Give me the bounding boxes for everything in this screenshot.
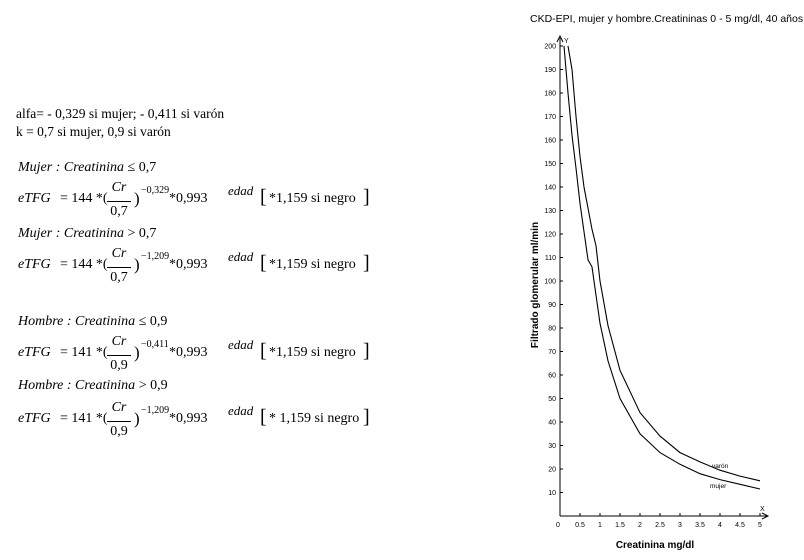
lhs: eTFG: [18, 257, 51, 272]
y-tick-label: 20: [548, 467, 556, 474]
y-axis-letter: Y: [564, 38, 569, 45]
y-tick-label: 50: [548, 396, 556, 403]
race-term: *1,159 si negro: [269, 257, 356, 272]
y-tick-label: 70: [548, 349, 556, 356]
x-tick-label: 1: [598, 522, 602, 529]
x-tick-label: 3.5: [695, 522, 705, 529]
y-tick-label: 110: [545, 255, 556, 262]
age-exponent: edad: [228, 183, 254, 198]
race-term: * 1,159 si negro: [269, 411, 360, 426]
x-tick-label: 2: [638, 522, 642, 529]
y-tick-label: 170: [544, 114, 556, 121]
y-tick-label: 150: [544, 161, 556, 168]
race-term: *1,159 si negro: [269, 191, 356, 206]
x-tick-label: 4: [718, 522, 722, 529]
y-tick-label: 190: [544, 67, 556, 74]
age-exponent: edad: [228, 403, 254, 418]
y-tick-label: 30: [548, 443, 556, 450]
y-tick-label: 80: [548, 326, 556, 333]
lhs: eTFG: [18, 345, 51, 360]
condition-hombre-low: Hombre : Creatinina ≤ 0,9: [18, 314, 168, 329]
lhs: eTFG: [18, 191, 51, 206]
y-axis-label: Filtrado glomerular ml/min: [530, 222, 541, 348]
x-axis-arrow: [761, 512, 770, 520]
series-label-mujer: mujer: [710, 483, 727, 490]
x-tick-label: 5: [758, 522, 762, 529]
formula-hombre-low: eTFG = 141 *( Cr 0,9 ) −0,411 *0,993 eda…: [18, 334, 370, 373]
exponent: −1,209: [141, 405, 170, 416]
k-definition: k = 0,7 si mujer, 0,9 si varón: [16, 124, 171, 139]
y-tick-label: 10: [548, 490, 556, 497]
x-axis-letter: X: [760, 506, 765, 513]
condition-mujer-low: Mujer : Creatinina ≤ 0,7: [18, 160, 157, 175]
y-tick-label: 40: [548, 420, 556, 427]
condition-mujer-high: Mujer : Creatinina > 0,7: [18, 226, 157, 241]
y-tick-label: 180: [544, 91, 556, 98]
origin-label: 0: [556, 522, 560, 529]
y-axis-arrow: [556, 34, 564, 43]
formula-mujer-high: eTFG = 144 *( Cr 0,7 ) −1,209 *0,993 eda…: [18, 246, 370, 285]
series-label-varon: varón: [712, 463, 729, 470]
y-tick-label: 140: [544, 185, 556, 192]
x-tick-label: 4.5: [735, 522, 745, 529]
y-tick-label: 160: [544, 138, 556, 145]
y-tick-label: 200: [544, 44, 556, 51]
y-tick-label: 60: [548, 373, 556, 380]
y-tick-label: 90: [548, 302, 556, 309]
formula-panel: alfa= - 0,329 si mujer; - 0,411 si varón…: [16, 106, 370, 439]
y-tick-label: 100: [544, 279, 556, 286]
alfa-definition: alfa= - 0,329 si mujer; - 0,411 si varón: [16, 106, 225, 121]
x-tick-label: 3: [678, 522, 682, 529]
coefficient: = 141 *(: [60, 411, 108, 426]
race-term: *1,159 si negro: [269, 345, 356, 360]
coefficient: = 141 *(: [60, 345, 108, 360]
series-line-mujer: [563, 45, 761, 490]
exponent: −0,329: [141, 185, 170, 196]
condition-hombre-high: Hombre : Creatinina > 0,9: [18, 378, 168, 393]
exponent: −0,411: [141, 339, 169, 350]
chart-title: CKD-EPI, mujer y hombre.Creatininas 0 - …: [530, 13, 803, 25]
y-tick-label: 120: [544, 232, 556, 239]
age-exponent: edad: [228, 337, 254, 352]
y-tick-label: 130: [544, 208, 556, 215]
x-tick-label: 2.5: [655, 522, 665, 529]
coefficient: = 144 *(: [60, 257, 108, 272]
x-tick-label: 1.5: [615, 522, 625, 529]
formula-hombre-high: eTFG = 141 *( Cr 0,9 ) −1,209 *0,993 eda…: [18, 400, 370, 439]
series-line-varon: [567, 45, 761, 482]
x-axis-label: Creatinina mg/dl: [616, 540, 695, 551]
age-exponent: edad: [228, 249, 254, 264]
coefficient: = 144 *(: [60, 191, 108, 206]
x-tick-label: 0.5: [575, 522, 585, 529]
lhs: eTFG: [18, 411, 51, 426]
formula-mujer-low: eTFG = 144 *( Cr 0,7 ) −0,329 *0,993 eda…: [18, 180, 370, 219]
exponent: −1,209: [141, 251, 170, 262]
